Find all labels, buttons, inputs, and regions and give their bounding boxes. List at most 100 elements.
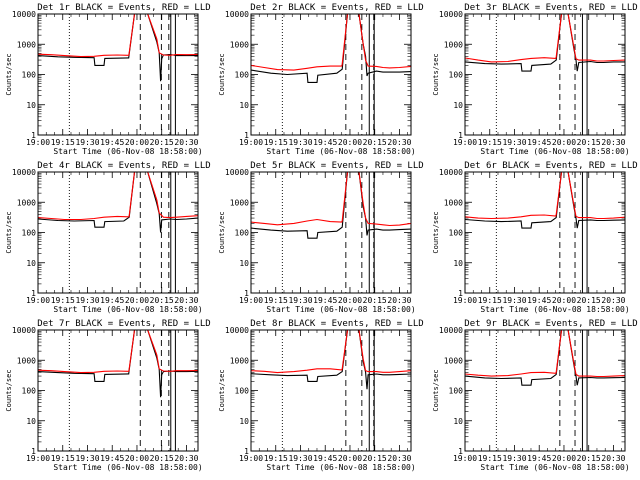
- x-tick-label: 20:30: [601, 454, 625, 463]
- x-tick-label: 19:30: [288, 454, 312, 463]
- x-tick-label: 19:45: [100, 138, 124, 147]
- panel-title: Det 4r BLACK = Events, RED = LLD: [37, 161, 210, 171]
- panel-title: Det 3r BLACK = Events, RED = LLD: [464, 3, 637, 13]
- y-tick-label: 10000: [225, 326, 249, 335]
- panel-title: Det 1r BLACK = Events, RED = LLD: [37, 3, 210, 13]
- panel-plot-area: [251, 14, 411, 135]
- red-lld-series: [251, 14, 411, 71]
- panel-plot-area: [465, 14, 625, 135]
- panel-plot-area: [38, 172, 198, 293]
- y-tick-label: 1: [458, 447, 463, 456]
- x-tick-label: 19:15: [51, 296, 75, 305]
- y-tick-label: 1000: [17, 40, 36, 49]
- panel-8: Det 8r BLACK = Events, RED = LLD 1 10 100 10…: [218, 319, 424, 472]
- red-lld-series: [465, 14, 625, 63]
- y-tick-label: 1000: [17, 198, 36, 207]
- plot-frame: [464, 329, 626, 452]
- x-tick-label: 20:15: [363, 296, 387, 305]
- x-tick-label: 19:30: [288, 138, 312, 147]
- x-tick-label: 19:15: [478, 454, 502, 463]
- red-lld-series: [465, 330, 625, 378]
- black-events-series: [38, 330, 198, 398]
- red-lld-series: [251, 330, 411, 374]
- y-tick-label: 1: [458, 289, 463, 298]
- x-tick-label: 19:30: [502, 454, 526, 463]
- x-tick-label: 19:00: [453, 296, 477, 305]
- panel-plot-area: [465, 172, 625, 293]
- y-tick-label: 10: [239, 101, 249, 110]
- x-tick-label: 20:00: [338, 454, 362, 463]
- x-tick-label: 20:30: [174, 296, 198, 305]
- y-axis-label: Counts/sec: [5, 369, 13, 411]
- panel-3: Det 3r BLACK = Events, RED = LLD 1 10 100 10…: [432, 3, 638, 156]
- x-tick-label: 19:45: [527, 138, 551, 147]
- x-tick-label: 19:00: [26, 296, 50, 305]
- y-axis-label: Counts/sec: [218, 53, 226, 95]
- y-tick-label: 100: [22, 71, 37, 80]
- panel-title: Det 6r BLACK = Events, RED = LLD: [464, 161, 637, 171]
- panel-plot-area: [251, 172, 411, 293]
- x-tick-label: 20:30: [174, 138, 198, 147]
- y-tick-label: 10000: [12, 10, 36, 19]
- panel-title: Det 9r BLACK = Events, RED = LLD: [464, 319, 637, 329]
- red-lld-series: [465, 172, 625, 220]
- y-tick-label: 10000: [225, 168, 249, 177]
- x-tick-label: 20:00: [125, 138, 149, 147]
- x-tick-label: 19:30: [502, 296, 526, 305]
- x-tick-label: 20:15: [363, 454, 387, 463]
- y-tick-label: 10: [239, 417, 249, 426]
- y-axis-label: Counts/sec: [432, 53, 440, 95]
- x-axis-label: Start Time (06-Nov-08 18:58:00): [480, 305, 629, 314]
- black-events-series: [38, 172, 198, 233]
- y-tick-label: 100: [449, 71, 464, 80]
- x-tick-label: 20:15: [577, 454, 601, 463]
- panel-plot-area: [465, 330, 625, 451]
- y-tick-label: 10: [239, 259, 249, 268]
- y-tick-label: 1: [31, 447, 36, 456]
- red-lld-series: [38, 14, 198, 58]
- y-tick-label: 100: [235, 387, 250, 396]
- x-tick-label: 19:45: [527, 454, 551, 463]
- y-tick-label: 10000: [439, 10, 463, 19]
- plot-frame: [37, 329, 199, 452]
- x-tick-label: 19:15: [51, 138, 75, 147]
- black-events-series: [251, 172, 411, 239]
- y-tick-label: 1: [244, 447, 249, 456]
- y-tick-label: 1000: [444, 356, 463, 365]
- x-tick-label: 20:30: [387, 138, 411, 147]
- y-tick-label: 1000: [444, 198, 463, 207]
- panel-1: Det 1r BLACK = Events, RED = LLD 1 10 100 10…: [5, 3, 211, 156]
- x-tick-label: 19:45: [527, 296, 551, 305]
- black-events-series: [251, 330, 411, 390]
- red-lld-series: [38, 172, 198, 221]
- plot-frame: [37, 171, 199, 294]
- y-tick-label: 10: [26, 417, 36, 426]
- x-tick-label: 19:30: [75, 138, 99, 147]
- plot-frame: [250, 171, 412, 294]
- y-axis-label: Counts/sec: [5, 211, 13, 253]
- y-tick-label: 1: [458, 131, 463, 140]
- y-tick-label: 10000: [225, 10, 249, 19]
- plot-frame: [250, 329, 412, 452]
- x-axis-label: Start Time (06-Nov-08 18:58:00): [53, 463, 202, 472]
- x-tick-label: 19:00: [239, 296, 263, 305]
- x-tick-label: 20:30: [387, 296, 411, 305]
- y-tick-label: 10: [26, 259, 36, 268]
- x-tick-label: 19:15: [264, 296, 288, 305]
- panel-9: Det 9r BLACK = Events, RED = LLD 1 10 100 10…: [432, 319, 638, 472]
- y-tick-label: 1000: [230, 198, 249, 207]
- x-tick-label: 19:45: [313, 454, 337, 463]
- y-tick-label: 10: [453, 417, 463, 426]
- y-tick-label: 100: [22, 387, 37, 396]
- panel-title: Det 8r BLACK = Events, RED = LLD: [250, 319, 423, 329]
- x-tick-label: 20:15: [150, 296, 174, 305]
- x-tick-label: 19:45: [313, 138, 337, 147]
- x-tick-label: 20:30: [601, 296, 625, 305]
- x-tick-label: 19:00: [26, 454, 50, 463]
- x-axis-label: Start Time (06-Nov-08 18:58:00): [53, 147, 202, 156]
- x-tick-label: 19:30: [75, 296, 99, 305]
- y-tick-label: 100: [235, 71, 250, 80]
- x-tick-label: 20:00: [552, 454, 576, 463]
- y-tick-label: 1: [31, 289, 36, 298]
